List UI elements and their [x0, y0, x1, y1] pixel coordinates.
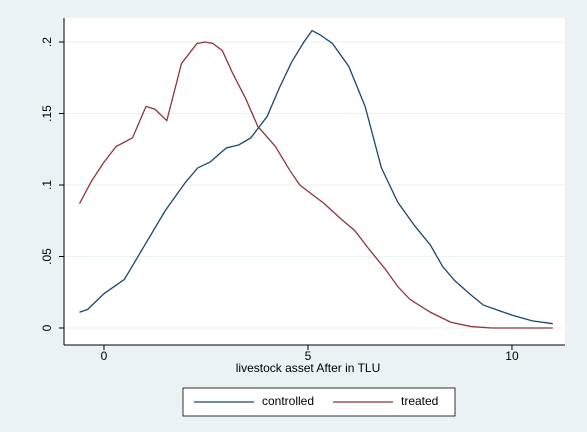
x-tick-label: 10	[505, 349, 519, 363]
x-tick-label: 0	[101, 349, 108, 363]
y-tick-label: 0	[40, 324, 54, 331]
line	[79, 29, 553, 325]
plot-area	[64, 18, 565, 345]
legend-label: treated	[401, 394, 438, 408]
line	[78, 41, 553, 329]
x-tick-label: 5	[305, 349, 312, 363]
y-tick-label: .2	[40, 37, 54, 47]
y-tick-label: .1	[40, 180, 54, 190]
legend-label: controlled	[262, 394, 314, 408]
y-tick-label: .05	[40, 248, 54, 265]
x-axis-title: livestock asset After in TLU	[236, 361, 381, 375]
y-tick-label: .15	[40, 105, 54, 122]
